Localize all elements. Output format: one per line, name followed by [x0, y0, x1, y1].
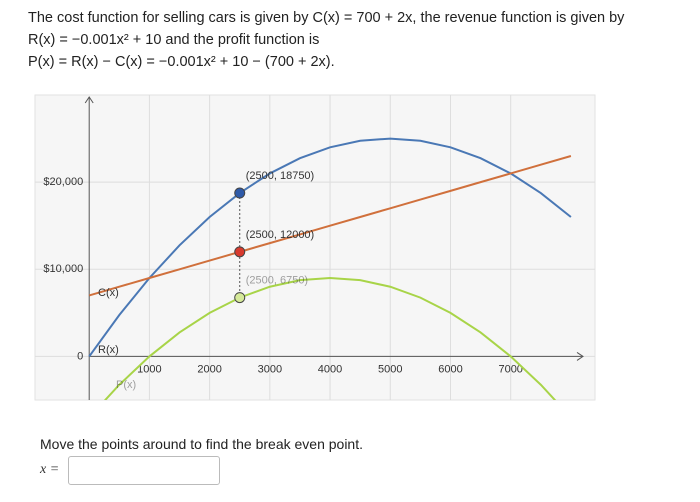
y-tick-label: 0	[77, 350, 83, 362]
x-tick-label: 2000	[197, 363, 221, 375]
x-tick-label: 4000	[318, 363, 342, 375]
point[interactable]	[234, 187, 246, 199]
curve-label: R(x)	[98, 344, 119, 356]
y-tick-label: $10,000	[43, 263, 83, 275]
question-line: R(x) = −0.001x² + 10 and the profit func…	[28, 32, 320, 48]
x-tick-label: 7000	[498, 363, 522, 375]
y-axis-arrow	[84, 96, 94, 104]
curve	[88, 155, 572, 297]
input-label: x =	[40, 462, 60, 477]
x-axis-arrow	[576, 352, 584, 361]
curve	[103, 276, 557, 400]
curve-label: C(x)	[98, 287, 119, 299]
question-line: The cost function for selling cars is gi…	[28, 10, 625, 26]
point[interactable]	[234, 292, 246, 304]
question-line: P(x) = R(x) − C(x) = −0.001x² + 10 − (70…	[28, 54, 335, 70]
chart: 1000 2000 3000 4000 5000 6000 7000 0 $10,000 $20,…	[34, 94, 596, 401]
prompt: Move the points around to find the break…	[40, 436, 363, 452]
point[interactable]	[234, 246, 246, 258]
y-tick-label: $20,000	[43, 176, 83, 188]
answer-input[interactable]	[68, 456, 220, 485]
x-tick-label: 5000	[378, 363, 402, 375]
point-label: (2500, 12000)	[246, 229, 315, 241]
x-tick-label: 1000	[137, 363, 161, 375]
point-label: (2500, 18750)	[246, 170, 315, 182]
x-tick-label: 3000	[258, 363, 282, 375]
curve	[88, 137, 572, 358]
x-tick-label: 6000	[438, 363, 462, 375]
point-label: (2500, 6750)	[246, 275, 308, 287]
curve-label: P(x)	[116, 379, 136, 391]
